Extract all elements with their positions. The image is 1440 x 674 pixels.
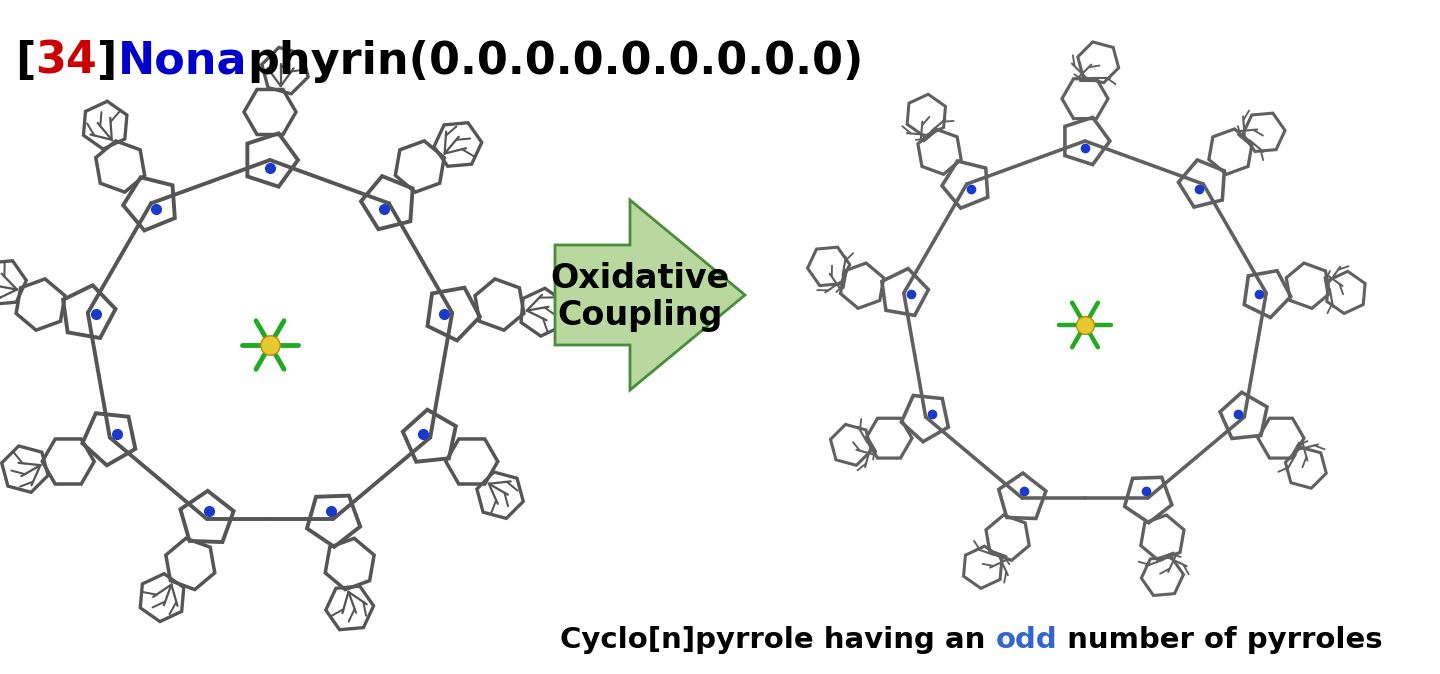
Text: Nona: Nona bbox=[118, 40, 248, 83]
Text: Cyclo[n]pyrrole having an: Cyclo[n]pyrrole having an bbox=[560, 626, 995, 654]
Text: ]: ] bbox=[98, 40, 118, 83]
Text: number of pyrroles: number of pyrroles bbox=[1057, 626, 1382, 654]
Text: phyrin(0.0.0.0.0.0.0.0.0): phyrin(0.0.0.0.0.0.0.0.0) bbox=[248, 40, 864, 83]
Text: Oxidative: Oxidative bbox=[550, 262, 730, 295]
Text: Coupling: Coupling bbox=[557, 299, 723, 332]
Text: [: [ bbox=[14, 40, 36, 83]
Polygon shape bbox=[554, 200, 744, 390]
Text: odd: odd bbox=[995, 626, 1057, 654]
Text: 34: 34 bbox=[36, 40, 98, 83]
